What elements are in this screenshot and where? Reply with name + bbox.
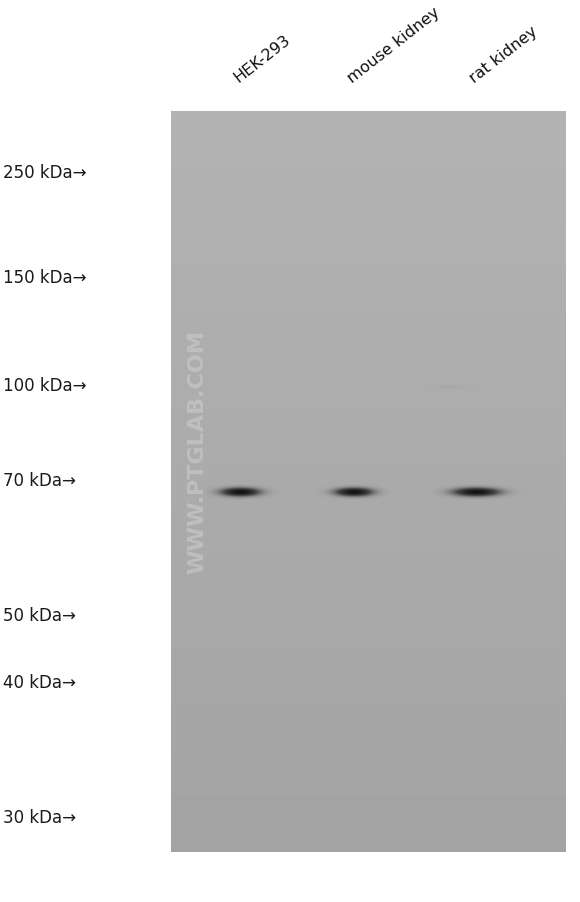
Text: 40 kDa→: 40 kDa→ (3, 673, 76, 691)
Text: rat kidney: rat kidney (466, 23, 540, 86)
Text: 50 kDa→: 50 kDa→ (3, 606, 76, 624)
Text: mouse kidney: mouse kidney (345, 5, 443, 86)
Text: 70 kDa→: 70 kDa→ (3, 472, 76, 490)
Text: 30 kDa→: 30 kDa→ (3, 808, 76, 826)
Text: HEK-293: HEK-293 (231, 32, 293, 86)
Text: 100 kDa→: 100 kDa→ (3, 377, 86, 395)
Text: 250 kDa→: 250 kDa→ (3, 164, 86, 182)
Text: 150 kDa→: 150 kDa→ (3, 269, 86, 287)
Text: WWW.PTGLAB.COM: WWW.PTGLAB.COM (187, 329, 207, 573)
